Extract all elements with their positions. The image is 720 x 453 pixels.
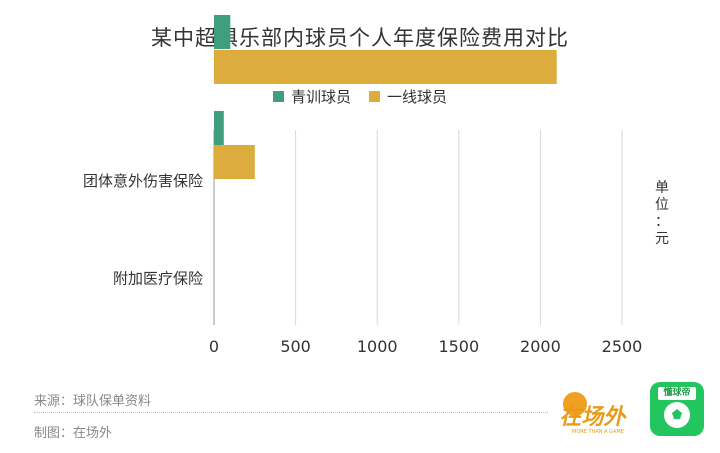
legend-item-youth: 青训球员 — [272, 86, 351, 107]
zaichangwai-logo: 在场外 MORE THAN A GAME — [560, 392, 631, 435]
category-label-0: 团体意外伤害保险 — [83, 172, 203, 190]
unit-char-1: 位 — [655, 197, 669, 213]
football-icon — [664, 402, 690, 428]
x-tick-label-2500: 2500 — [602, 337, 643, 356]
dongqiudi-logo-text: 懂球帝 — [658, 387, 696, 400]
unit-char-3: 元 — [655, 231, 669, 247]
svg-text:MORE THAN A GAME: MORE THAN A GAME — [572, 429, 624, 435]
svg-text:在场外: 在场外 — [560, 403, 631, 430]
legend-swatch-first-team — [369, 91, 380, 102]
x-tick-label-1500: 1500 — [438, 337, 479, 356]
unit-char-0: 单 — [655, 180, 669, 196]
unit-char-2: ： — [655, 214, 669, 230]
dongqiudi-logo: 懂球帝 — [650, 382, 704, 436]
source-text: 来源：球队保单资料 — [34, 394, 152, 409]
legend-label-youth: 青训球员 — [290, 88, 351, 106]
category-label-1: 附加医疗保险 — [113, 269, 203, 287]
bar-0-1 — [214, 50, 557, 84]
legend: 青训球员 一线球员 — [0, 86, 720, 107]
unit-label: 单位：元 — [652, 180, 672, 248]
maker-text: 制图：在场外 — [34, 426, 113, 441]
legend-swatch-youth — [272, 91, 284, 102]
x-tick-label-0: 0 — [209, 337, 219, 356]
bar-1-1 — [214, 145, 255, 179]
bar-1-0 — [214, 111, 224, 145]
x-tick-label-2000: 2000 — [520, 337, 561, 356]
x-tick-label-1000: 1000 — [357, 337, 398, 356]
legend-item-first-team: 一线球员 — [369, 86, 447, 107]
footer-divider — [34, 412, 548, 413]
x-tick-label-500: 500 — [280, 337, 311, 356]
legend-label-first-team: 一线球员 — [387, 88, 448, 106]
bar-0-0 — [214, 15, 231, 49]
